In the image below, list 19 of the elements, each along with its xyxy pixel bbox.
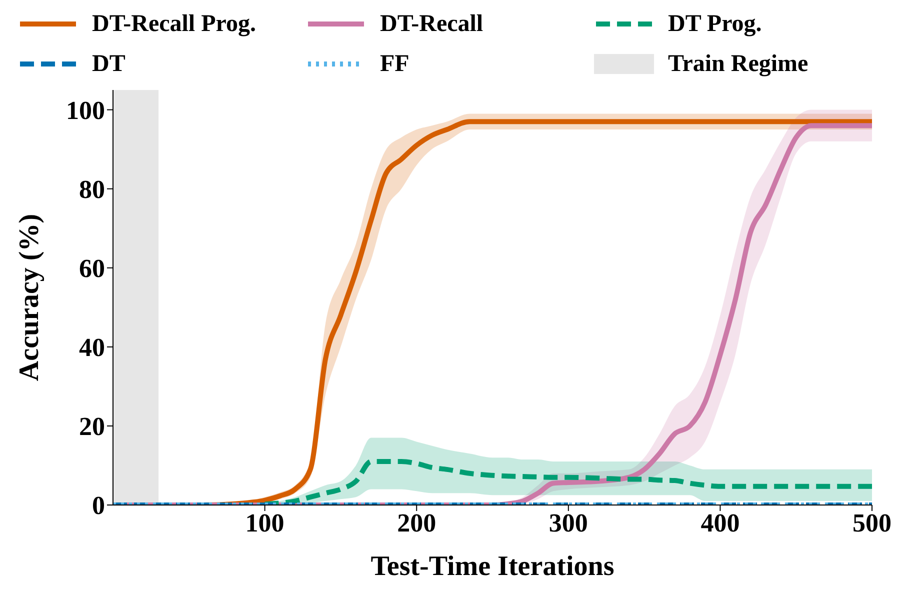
legend-label: DT-Recall Prog. — [92, 10, 256, 38]
x-tick-label: 400 — [700, 508, 740, 538]
x-axis-title: Test-Time Iterations — [370, 551, 614, 582]
legend-label: DT Prog. — [668, 10, 762, 38]
legend-label: DT — [92, 50, 126, 78]
y-tick-label: 60 — [79, 254, 105, 284]
x-tick-label: 300 — [548, 508, 588, 538]
y-tick-label: 80 — [79, 175, 105, 204]
x-tick-label: 200 — [397, 508, 436, 538]
x-tick-label: 100 — [245, 508, 284, 538]
y-tick-label: 20 — [79, 412, 105, 442]
y-tick-label: 100 — [66, 96, 105, 125]
y-tick-label: 0 — [92, 491, 105, 520]
y-tick-label: 40 — [79, 333, 105, 362]
legend-label: FF — [380, 50, 410, 78]
y-axis-title: Accuracy (%) — [14, 214, 45, 382]
x-tick-label: 500 — [852, 508, 892, 538]
legend-label: DT-Recall — [380, 10, 484, 38]
legend-label: Train Regime — [668, 50, 808, 78]
